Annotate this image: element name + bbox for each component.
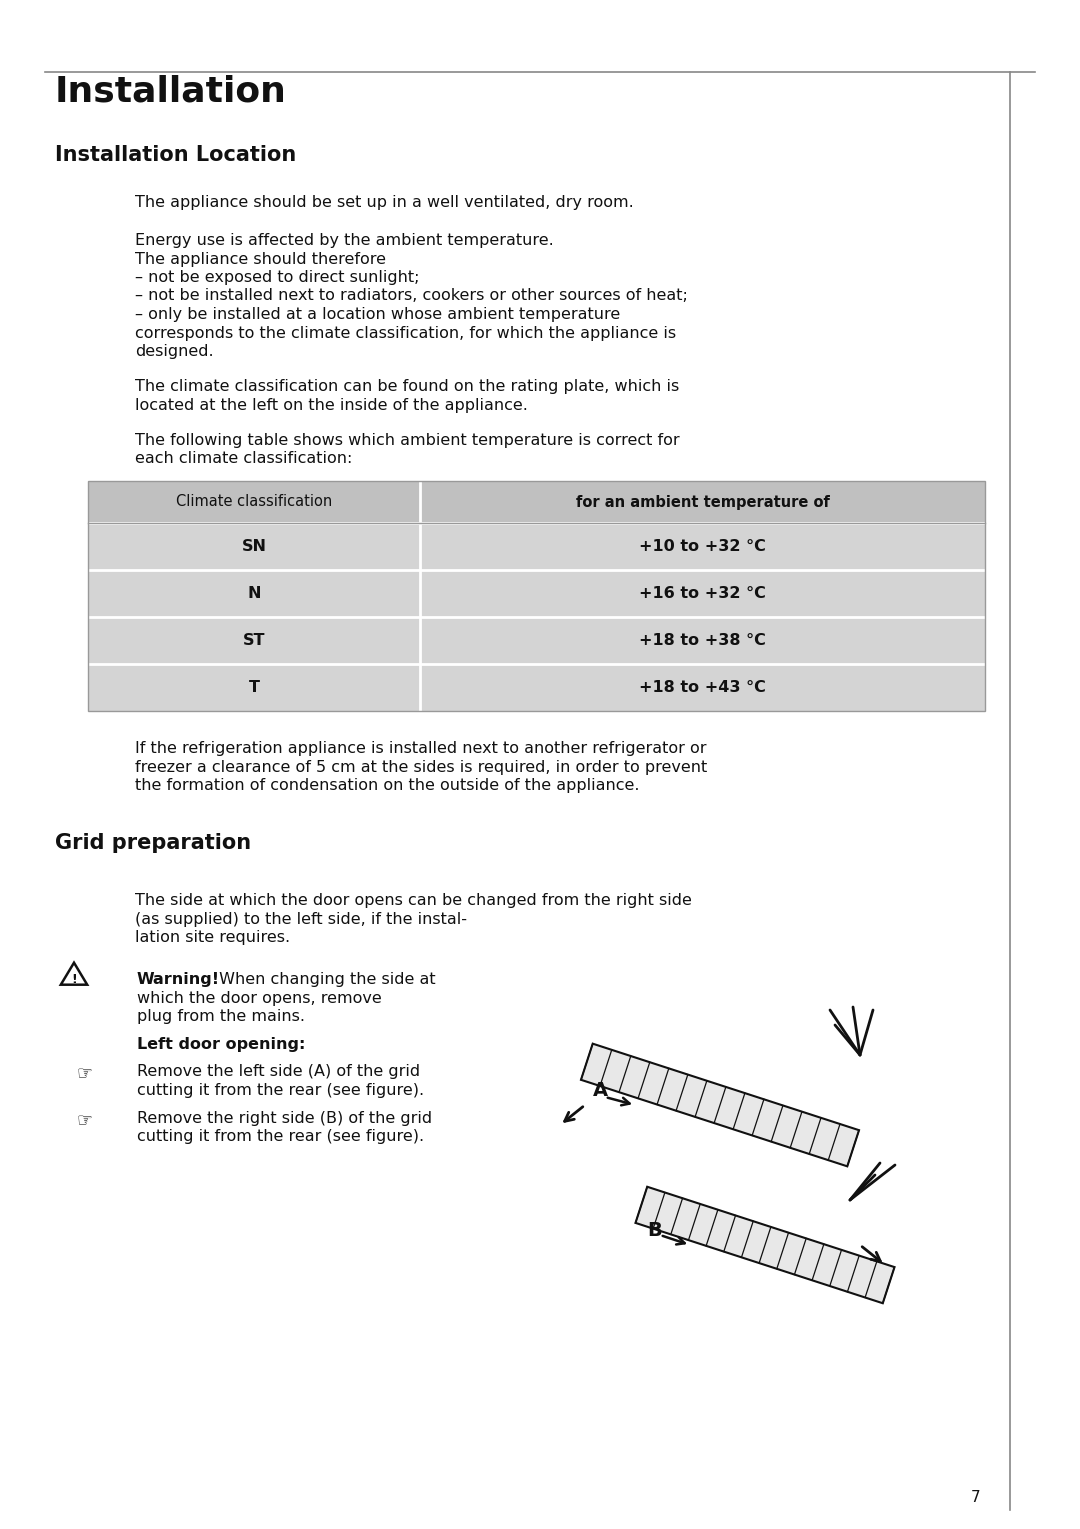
Text: corresponds to the climate classification, for which the appliance is: corresponds to the climate classificatio…: [135, 326, 676, 341]
Text: +18 to +38 °C: +18 to +38 °C: [639, 633, 766, 648]
Text: Installation Location: Installation Location: [55, 145, 296, 165]
Bar: [87, 664, 985, 711]
Text: +16 to +32 °C: +16 to +32 °C: [639, 586, 766, 601]
Text: The following table shows which ambient temperature is correct for: The following table shows which ambient …: [135, 433, 679, 448]
Text: When changing the side at: When changing the side at: [214, 972, 435, 988]
Text: The appliance should therefore: The appliance should therefore: [135, 251, 386, 266]
Text: ☞: ☞: [77, 1064, 93, 1083]
Text: The appliance should be set up in a well ventilated, dry room.: The appliance should be set up in a well…: [135, 196, 634, 209]
Text: Grid preparation: Grid preparation: [55, 833, 252, 853]
Polygon shape: [581, 1044, 859, 1167]
Bar: [87, 570, 985, 618]
Bar: [87, 523, 985, 570]
Text: Climate classification: Climate classification: [176, 494, 333, 509]
Text: T: T: [248, 680, 259, 696]
Text: cutting it from the rear (see figure).: cutting it from the rear (see figure).: [137, 1130, 424, 1145]
Text: Installation: Installation: [55, 75, 287, 109]
Text: B: B: [648, 1220, 662, 1240]
Text: (as supplied) to the left side, if the instal-: (as supplied) to the left side, if the i…: [135, 911, 467, 927]
Text: – not be installed next to radiators, cookers or other sources of heat;: – not be installed next to radiators, co…: [135, 289, 688, 303]
Bar: [87, 618, 985, 664]
Text: If the refrigeration appliance is installed next to another refrigerator or: If the refrigeration appliance is instal…: [135, 742, 706, 755]
Bar: [87, 482, 985, 711]
Text: ST: ST: [243, 633, 266, 648]
Text: The climate classification can be found on the rating plate, which is: The climate classification can be found …: [135, 379, 679, 394]
Text: +18 to +43 °C: +18 to +43 °C: [639, 680, 766, 696]
Text: each climate classification:: each climate classification:: [135, 451, 352, 466]
Text: which the door opens, remove: which the door opens, remove: [137, 991, 381, 1006]
Text: for an ambient temperature of: for an ambient temperature of: [576, 494, 829, 509]
Text: lation site requires.: lation site requires.: [135, 930, 291, 945]
Text: Left door opening:: Left door opening:: [137, 1038, 306, 1052]
Text: – not be exposed to direct sunlight;: – not be exposed to direct sunlight;: [135, 271, 419, 284]
Text: The side at which the door opens can be changed from the right side: The side at which the door opens can be …: [135, 893, 692, 908]
Text: Remove the right side (B) of the grid: Remove the right side (B) of the grid: [137, 1112, 432, 1125]
Text: Energy use is affected by the ambient temperature.: Energy use is affected by the ambient te…: [135, 232, 554, 248]
Text: SN: SN: [242, 540, 267, 553]
Text: plug from the mains.: plug from the mains.: [137, 1009, 305, 1024]
Text: cutting it from the rear (see figure).: cutting it from the rear (see figure).: [137, 1083, 424, 1098]
Text: the formation of condensation on the outside of the appliance.: the formation of condensation on the out…: [135, 778, 639, 794]
Text: located at the left on the inside of the appliance.: located at the left on the inside of the…: [135, 398, 528, 413]
Text: freezer a clearance of 5 cm at the sides is required, in order to prevent: freezer a clearance of 5 cm at the sides…: [135, 760, 707, 775]
Text: ☞: ☞: [77, 1112, 93, 1128]
Text: Warning!: Warning!: [137, 972, 220, 988]
Bar: [87, 482, 985, 523]
Text: 7: 7: [970, 1489, 980, 1505]
Text: A: A: [593, 1081, 608, 1099]
Polygon shape: [635, 1187, 894, 1303]
Text: N: N: [247, 586, 260, 601]
Text: !: !: [71, 972, 77, 986]
Text: +10 to +32 °C: +10 to +32 °C: [639, 540, 766, 553]
Text: – only be installed at a location whose ambient temperature: – only be installed at a location whose …: [135, 307, 620, 323]
Text: designed.: designed.: [135, 344, 214, 359]
Text: Remove the left side (A) of the grid: Remove the left side (A) of the grid: [137, 1064, 420, 1079]
